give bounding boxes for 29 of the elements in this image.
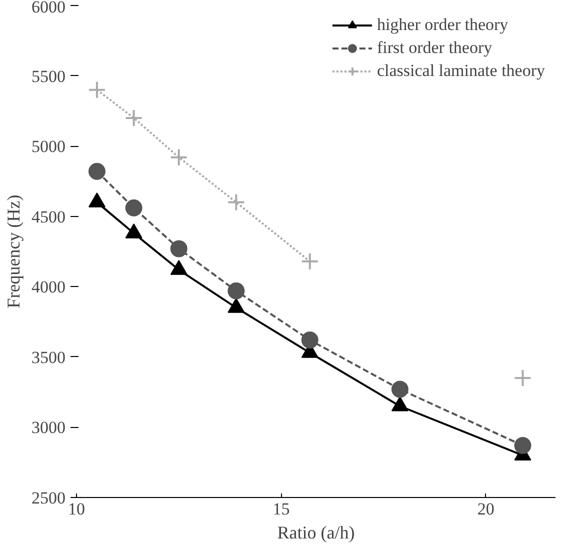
y-tick-label: 4000 [32, 278, 66, 297]
y-tick-label: 4500 [32, 207, 66, 226]
point [300, 252, 319, 270]
point [228, 282, 245, 300]
point [391, 380, 408, 398]
x-tick-label: 10 [68, 500, 85, 518]
x-tick-label: 15 [272, 500, 290, 518]
y-tick-label: 5500 [32, 66, 66, 86]
point [170, 240, 188, 258]
y-axis-title: Frequency (Hz) [4, 194, 24, 308]
y-tick-label: 3000 [32, 418, 66, 438]
point [88, 162, 106, 180]
legend-label: higher order theory [376, 15, 510, 35]
point [227, 193, 246, 212]
point [301, 332, 318, 349]
point [125, 199, 142, 216]
y-tick-label: 3500 [32, 348, 66, 367]
point [514, 369, 532, 388]
point [88, 80, 106, 99]
legend-label: classical laminate theory [376, 61, 545, 81]
y-tick-label: 2500 [32, 488, 66, 508]
point [124, 108, 143, 127]
legend-label: first order theory [376, 38, 494, 58]
y-tick-label: 6000 [32, 0, 66, 16]
x-axis-title: Ratio (a/h) [277, 522, 355, 542]
point [514, 437, 532, 454]
x-tick-label: 20 [477, 500, 494, 518]
point [170, 148, 188, 166]
y-tick-label: 5000 [32, 137, 66, 156]
